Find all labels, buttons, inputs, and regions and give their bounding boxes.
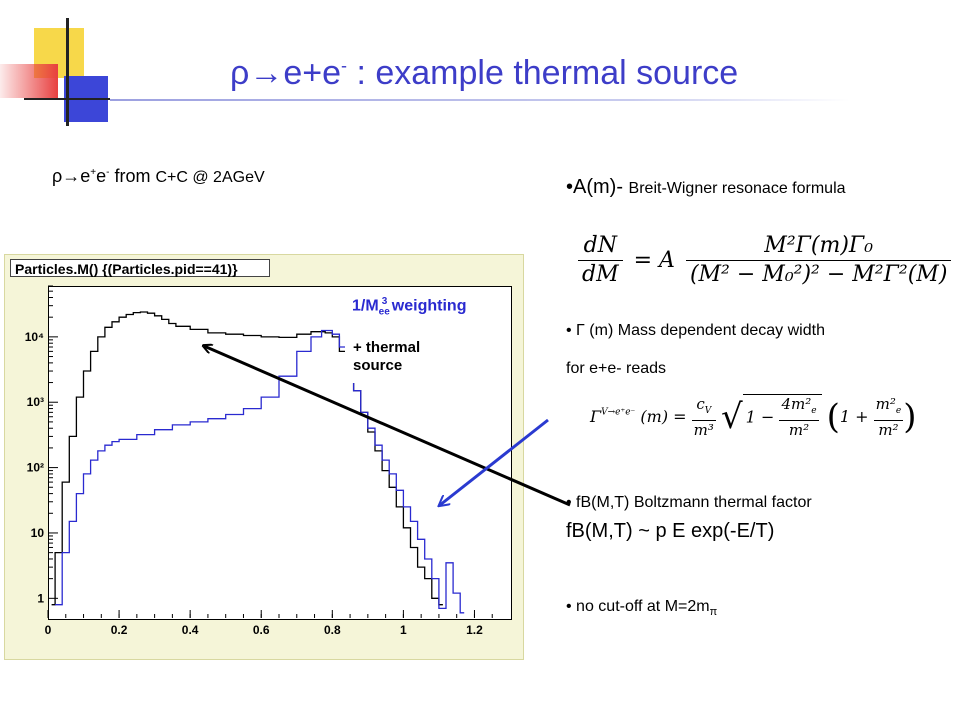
breit-wigner-formula: dN dM = A M²Γ(m)Γ₀ (M² − M₀²)² − M²Γ²(M) [578,232,952,289]
x-tick-label: 0 [45,623,52,637]
x-tick-label: 0.8 [324,623,341,637]
boltzmann-formula: fB(M,T) ~ p E exp(-E/T) [566,520,775,542]
y-tick-label: 10² [27,461,44,475]
y-tick-label: 10³ [27,395,44,409]
logo-vertical-line [66,18,69,126]
decay-width-formula: ΓV→e⁺e⁻ (m) = cV m³ √ 1 − 4m²e m² (1 + m²e m… [590,394,917,439]
logo-horizontal-line [24,98,110,100]
x-tick-label: 1.2 [466,623,483,637]
weighting-label: 1/Mee3 weighting [352,296,467,318]
series-line-thermal [55,329,465,614]
subtitle: ρ→e+e- from C+C @ 2AGeV [52,166,265,186]
y-tick-label: 10 [31,526,45,540]
x-tick-label: 0.4 [182,623,199,637]
y-tick-label: 10⁴ [25,330,44,344]
boltzmann-bullet: • fB(M,T) Boltzmann thermal factor [566,494,812,511]
title-underline [110,99,850,101]
cutoff-bullet: • no cut-off at M=2mπ [566,598,718,619]
decay-width-bullet: • Γ (m) Mass dependent decay width [566,322,825,339]
logo-red-bar [0,64,58,98]
page-title: ρ→e+e- : example thermal source [230,54,739,92]
x-tick-label: 0.6 [253,623,270,637]
x-tick-label: 1 [400,623,407,637]
y-tick-label: 1 [37,591,44,605]
reads-text: for e+e- reads [566,360,667,377]
x-tick-label: 0.2 [111,623,128,637]
thermal-source-label: + thermal source [345,333,465,383]
plot-title: Particles.M() {(Particles.pid==41)} [10,259,270,277]
breit-wigner-bullet: •A(m)- Breit-Wigner resonace formula [566,176,846,198]
